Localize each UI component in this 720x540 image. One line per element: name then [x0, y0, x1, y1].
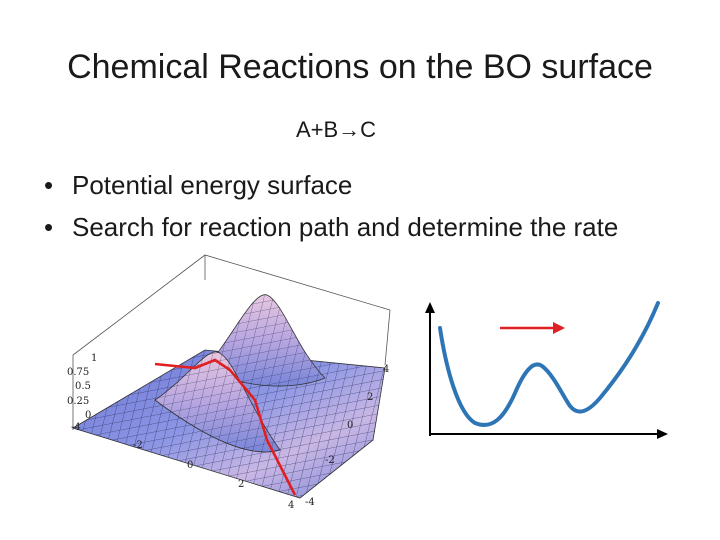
y-tick-label: 4 [383, 364, 389, 375]
z-tick-label: 0.25 [67, 396, 89, 407]
bullet-item: Potential energy surface [44, 164, 684, 206]
x-axis-arrowhead [657, 429, 668, 439]
bullet-text: Search for reaction path and determine t… [72, 212, 619, 242]
arrow-head [553, 322, 565, 334]
reaction-path [154, 358, 297, 496]
z-tick-label: 0.75 [67, 367, 89, 378]
z-tick-label: 1 [91, 353, 97, 364]
reaction-equation: A+B→C [295, 117, 377, 142]
y-tick-label: -4 [305, 497, 315, 508]
z-axis-ticks: 1 0.75 0.5 0.25 0 [67, 353, 97, 421]
z-tick-label: 0 [85, 410, 91, 421]
y-axis-ticks: 4 2 0 -2 -4 [305, 364, 389, 508]
z-tick-label: 0.5 [75, 381, 91, 392]
energy-profile-diagram [425, 301, 668, 439]
x-tick-label: 2 [238, 479, 244, 490]
bullet-text: Potential energy surface [72, 170, 353, 200]
potential-energy-surface-plot: 1 0.75 0.5 0.25 0 -4 -2 0 2 4 4 2 0 -2 -… [67, 254, 391, 511]
x-tick-label: 4 [288, 500, 294, 511]
y-axis-arrowhead [425, 302, 435, 313]
x-tick-label: -2 [133, 440, 143, 451]
x-tick-label: -4 [71, 422, 81, 433]
y-tick-label: 0 [347, 420, 353, 431]
energy-curve [438, 301, 660, 427]
x-axis-ticks: -4 -2 0 2 4 [71, 422, 294, 511]
slide-title: Chemical Reactions on the BO surface [67, 48, 653, 86]
bullet-item: Search for reaction path and determine t… [44, 206, 684, 248]
plot-box [72, 254, 391, 430]
bullet-list: Potential energy surface Search for reac… [44, 164, 684, 248]
y-tick-label: 2 [367, 392, 373, 403]
x-tick-label: 0 [187, 460, 193, 471]
y-tick-label: -2 [325, 455, 335, 466]
